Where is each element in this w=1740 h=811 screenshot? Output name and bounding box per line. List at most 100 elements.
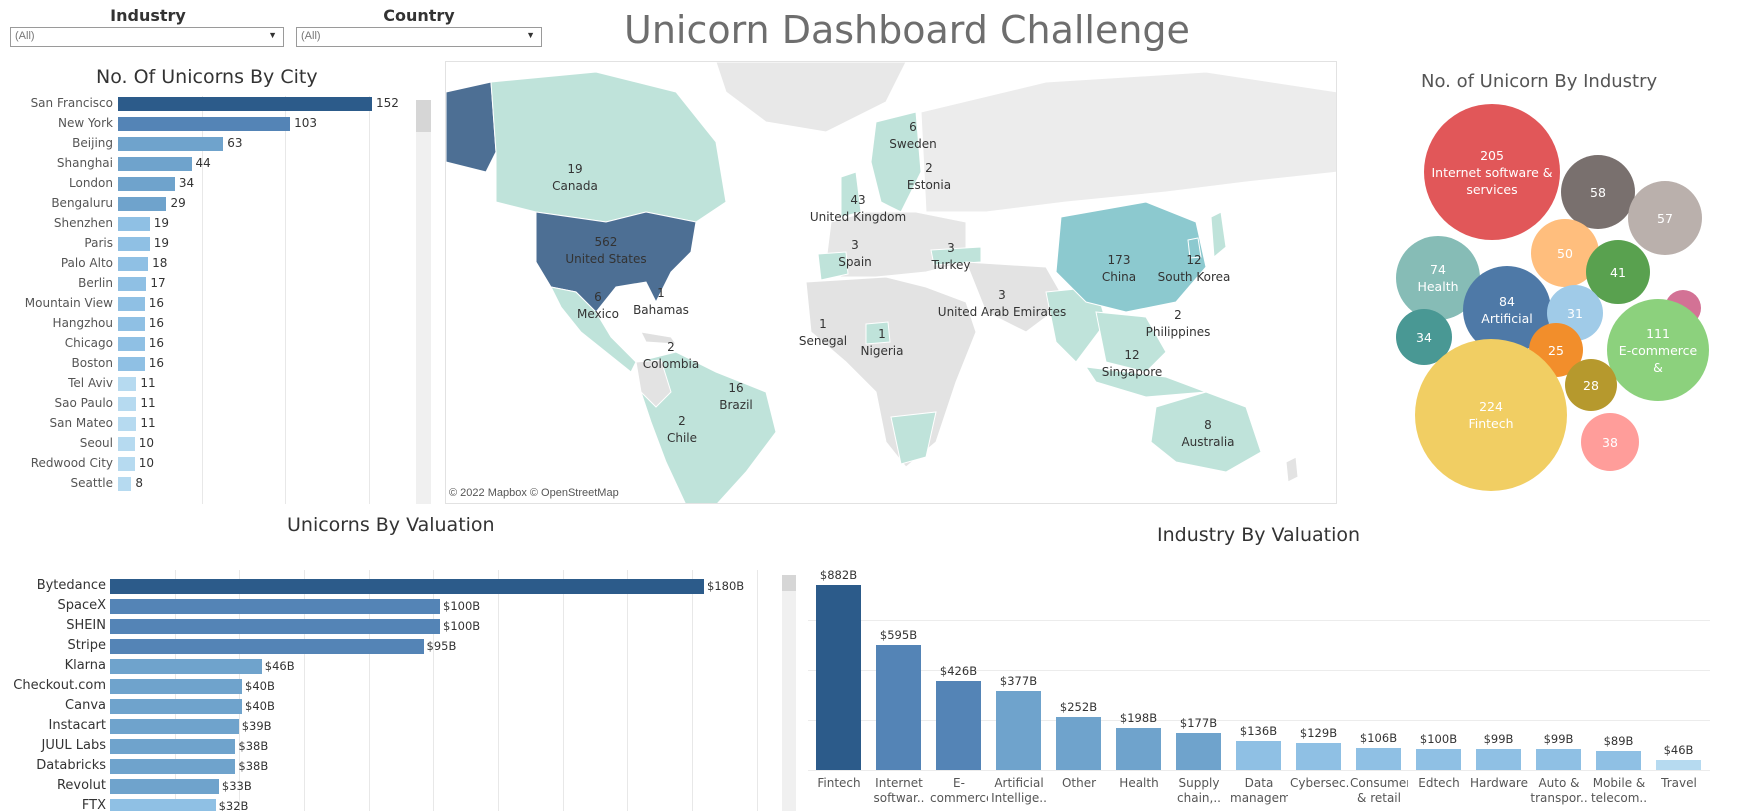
map-country-label[interactable]: 562 United States	[565, 234, 646, 268]
city-bar[interactable]	[118, 197, 167, 211]
city-bar[interactable]	[118, 237, 150, 251]
industry-bubble[interactable]: 58	[1561, 155, 1635, 229]
company-bar[interactable]	[110, 799, 216, 811]
company-bar-value: $40B	[245, 699, 275, 713]
map-country-label[interactable]: 1 Bahamas	[633, 285, 689, 319]
industry-bar[interactable]	[816, 585, 861, 770]
valuation-chart-scrollbar[interactable]	[782, 575, 796, 811]
company-bar[interactable]	[110, 619, 440, 634]
map-country-label[interactable]: 173 China	[1102, 252, 1136, 286]
industry-bar[interactable]	[1176, 732, 1221, 770]
industry-bar[interactable]	[1296, 742, 1341, 770]
valuation-chart-scroll-thumb[interactable]	[782, 575, 796, 591]
industry-bubble[interactable]: 28	[1565, 359, 1617, 411]
city-bar[interactable]	[118, 257, 149, 271]
map-country-label[interactable]: 2 Philippines	[1146, 307, 1211, 341]
map-country-label[interactable]: 8 Australia	[1181, 417, 1234, 451]
map-country-name: Spain	[838, 255, 872, 269]
company-bar-value: $38B	[238, 759, 269, 773]
industry-bar-value: $100B	[1419, 732, 1458, 747]
industry-bar[interactable]	[1056, 717, 1101, 770]
industry-bubble[interactable]: 41	[1586, 240, 1650, 304]
map-country-label[interactable]: 2 Chile	[667, 413, 697, 447]
company-bar[interactable]	[110, 719, 239, 734]
map-country-label[interactable]: 1 Senegal	[799, 316, 847, 350]
city-bar[interactable]	[118, 117, 291, 131]
city-bar[interactable]	[118, 297, 145, 311]
company-bar[interactable]	[110, 679, 242, 694]
industry-bar[interactable]	[1356, 747, 1401, 770]
map-country-label[interactable]: 3 Turkey	[931, 240, 970, 274]
city-bar[interactable]	[118, 477, 132, 491]
industry-bar[interactable]	[1416, 749, 1461, 770]
map-country-label[interactable]: 6 Sweden	[889, 119, 936, 153]
industry-bar[interactable]	[936, 680, 981, 770]
city-bar[interactable]	[118, 137, 224, 151]
company-bar[interactable]	[110, 579, 704, 594]
industry-category-label: Supply chain,..	[1177, 776, 1221, 805]
company-bar[interactable]	[110, 639, 424, 654]
city-bar[interactable]	[118, 377, 137, 391]
city-bar[interactable]	[118, 277, 147, 291]
industry-bar[interactable]	[876, 645, 921, 770]
canada-shape	[490, 71, 727, 223]
map-country-label[interactable]: 16 Brazil	[719, 380, 753, 414]
industry-bar[interactable]	[1116, 728, 1161, 770]
city-bar[interactable]	[118, 357, 145, 371]
industry-filter-dropdown[interactable]: (All) ▼	[10, 27, 284, 47]
city-bar[interactable]	[118, 317, 145, 331]
industry-bar[interactable]	[1596, 751, 1641, 770]
company-bar[interactable]	[110, 779, 219, 794]
map-country-label[interactable]: 6 Mexico	[577, 289, 619, 323]
city-bar[interactable]	[118, 397, 137, 411]
map-country-label[interactable]: 12 Singapore	[1102, 347, 1163, 381]
company-bar[interactable]	[110, 759, 236, 774]
city-bar[interactable]	[118, 177, 175, 191]
industry-bubble[interactable]: 224 Fintech	[1415, 339, 1567, 491]
city-label: Palo Alto	[60, 256, 113, 270]
industry-bubble[interactable]: 111 E-commerce &	[1607, 299, 1709, 401]
map-country-label[interactable]: 1 Nigeria	[861, 326, 904, 360]
industry-bubble[interactable]: 205 Internet software & services	[1424, 104, 1560, 240]
map-country-label[interactable]: 43 United Kingdom	[810, 192, 906, 226]
industry-bar[interactable]	[996, 690, 1041, 770]
industry-bar[interactable]	[1476, 749, 1521, 770]
city-bar[interactable]	[118, 97, 372, 111]
country-filter-dropdown[interactable]: (All) ▼	[296, 27, 542, 47]
map-canvas	[446, 62, 1336, 503]
city-bar[interactable]	[118, 417, 137, 431]
industry-bar[interactable]	[1536, 749, 1581, 770]
industry-bar-value: $252B	[1059, 700, 1098, 715]
map-country-label[interactable]: 2 Colombia	[643, 339, 699, 373]
industry-valuation-title: Industry By Valuation	[1157, 524, 1361, 546]
company-bar[interactable]	[110, 739, 236, 754]
map-country-label[interactable]: 19 Canada	[552, 161, 598, 195]
valuation-gridline	[368, 570, 370, 811]
industry-bar[interactable]	[1236, 741, 1281, 770]
world-map[interactable]: 19 Canada 562 United States 6 Mexico 1 Bahamas 2…	[445, 61, 1337, 504]
city-bar[interactable]	[118, 157, 192, 171]
industry-bubble[interactable]: 57	[1628, 181, 1702, 255]
city-bar-chart: San Francisco 152 New York 103 Beijing 63 Shan…	[0, 96, 412, 504]
china-shape	[1055, 201, 1207, 313]
city-bar[interactable]	[118, 437, 135, 451]
map-country-name: Bahamas	[633, 303, 689, 317]
city-bar[interactable]	[118, 217, 150, 231]
map-country-label[interactable]: 2 Estonia	[907, 160, 951, 194]
map-country-label[interactable]: 3 Spain	[838, 237, 872, 271]
city-chart-scrollbar[interactable]	[416, 100, 431, 504]
company-bar[interactable]	[110, 699, 242, 714]
industry-gridline	[808, 720, 1710, 721]
map-country-label[interactable]: 3 United Arab Emirates	[938, 287, 1066, 321]
city-chart-scroll-thumb[interactable]	[416, 100, 431, 132]
industry-bar[interactable]	[1656, 760, 1701, 770]
company-bar[interactable]	[110, 659, 262, 674]
map-country-label[interactable]: 12 South Korea	[1158, 252, 1231, 286]
company-bar[interactable]	[110, 599, 440, 614]
industry-bubble[interactable]: 74 Health	[1396, 236, 1480, 320]
company-label: Canva	[65, 698, 106, 713]
map-country-name: Turkey	[931, 258, 971, 272]
city-bar[interactable]	[118, 457, 135, 471]
city-bar[interactable]	[118, 337, 145, 351]
industry-bubble[interactable]: 38	[1581, 413, 1639, 471]
